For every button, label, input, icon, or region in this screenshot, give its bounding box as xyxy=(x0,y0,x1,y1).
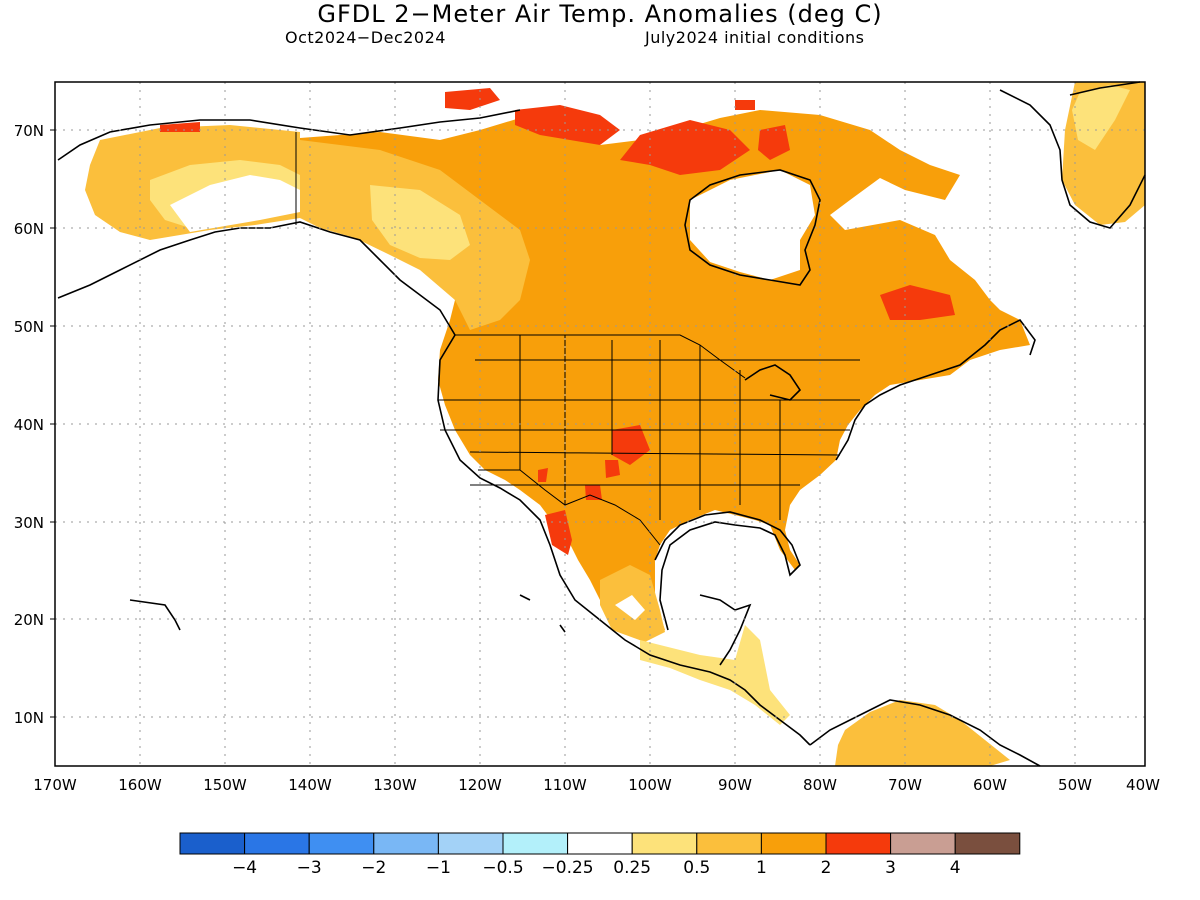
lon-label-40w: 40W xyxy=(1126,776,1160,794)
lat-label-30n: 30N xyxy=(14,514,44,532)
colorbar-swatch xyxy=(373,832,439,855)
colorbar-swatch xyxy=(244,832,310,855)
colorbar-swatch xyxy=(502,832,569,855)
lon-label-120w: 120W xyxy=(458,776,502,794)
colorbar-label: 2 xyxy=(821,858,832,878)
graticule xyxy=(55,82,1145,766)
lon-label-100w: 100W xyxy=(628,776,672,794)
colorbar-swatch xyxy=(696,832,762,855)
lat-label-20n: 20N xyxy=(14,611,44,629)
longitude-axis: 170W 160W 150W 140W 130W 120W 110W 100W … xyxy=(33,776,1160,794)
neutral-area-hudson-bay xyxy=(690,170,815,280)
initial-conditions: July2024 initial conditions xyxy=(645,28,865,47)
colorbar-swatch xyxy=(890,832,956,855)
lon-label-110w: 110W xyxy=(543,776,587,794)
neutral-area-alaska xyxy=(170,175,300,232)
colorbar-swatch xyxy=(825,832,892,855)
lon-label-150w: 150W xyxy=(203,776,247,794)
lon-label-70w: 70W xyxy=(888,776,922,794)
colorbar-swatch xyxy=(437,832,504,855)
colorbar-label: −4 xyxy=(232,858,257,878)
anomaly-field-2-3 xyxy=(160,88,955,555)
lon-label-60w: 60W xyxy=(973,776,1007,794)
lat-label-10n: 10N xyxy=(14,709,44,727)
colorbar: −4 −3 −2 −1 −0.5 −0.25 0.25 0.5 1 2 3 4 xyxy=(179,832,1021,878)
neutral-area-mexico xyxy=(615,595,645,620)
coastlines xyxy=(57,81,1146,767)
colorbar-swatch xyxy=(760,832,827,855)
colorbar-swatch xyxy=(954,832,1021,855)
anomaly-field-0.5-1-south-america xyxy=(835,700,1010,766)
colorbar-label: −0.25 xyxy=(542,858,594,878)
colorbar-label: −3 xyxy=(297,858,322,878)
lon-label-140w: 140W xyxy=(288,776,332,794)
colorbar-swatch xyxy=(179,832,246,855)
lon-label-160w: 160W xyxy=(118,776,162,794)
lon-label-170w: 170W xyxy=(33,776,77,794)
colorbar-label: −1 xyxy=(426,858,451,878)
colorbar-label: 4 xyxy=(950,858,961,878)
lon-label-90w: 90W xyxy=(718,776,752,794)
lon-label-80w: 80W xyxy=(803,776,837,794)
lat-label-40n: 40N xyxy=(14,416,44,434)
colorbar-label: 1 xyxy=(756,858,767,878)
latitude-axis: 70N 60N 50N 40N 30N 20N 10N xyxy=(14,122,55,727)
colorbar-label: −2 xyxy=(361,858,386,878)
lon-label-130w: 130W xyxy=(373,776,417,794)
colorbar-swatch xyxy=(631,832,698,855)
anomaly-field-0.25-0.5-greenland xyxy=(1072,85,1130,150)
colorbar-label: 0.25 xyxy=(613,858,651,878)
anomaly-field-0.25-0.5-central-america xyxy=(640,625,790,725)
lat-label-50n: 50N xyxy=(14,318,44,336)
map-title: GFDL 2−Meter Air Temp. Anomalies (deg C) xyxy=(317,0,883,28)
lat-label-70n: 70N xyxy=(14,122,44,140)
colorbar-label: 0.5 xyxy=(683,858,710,878)
forecast-period: Oct2024−Dec2024 xyxy=(285,28,446,47)
lat-label-60n: 60N xyxy=(14,220,44,238)
colorbar-swatch xyxy=(567,832,633,855)
colorbar-label: −0.5 xyxy=(482,858,523,878)
colorbar-swatch xyxy=(308,832,375,855)
colorbar-label: 3 xyxy=(885,858,896,878)
lon-label-50w: 50W xyxy=(1058,776,1092,794)
anomaly-map xyxy=(54,81,1146,767)
